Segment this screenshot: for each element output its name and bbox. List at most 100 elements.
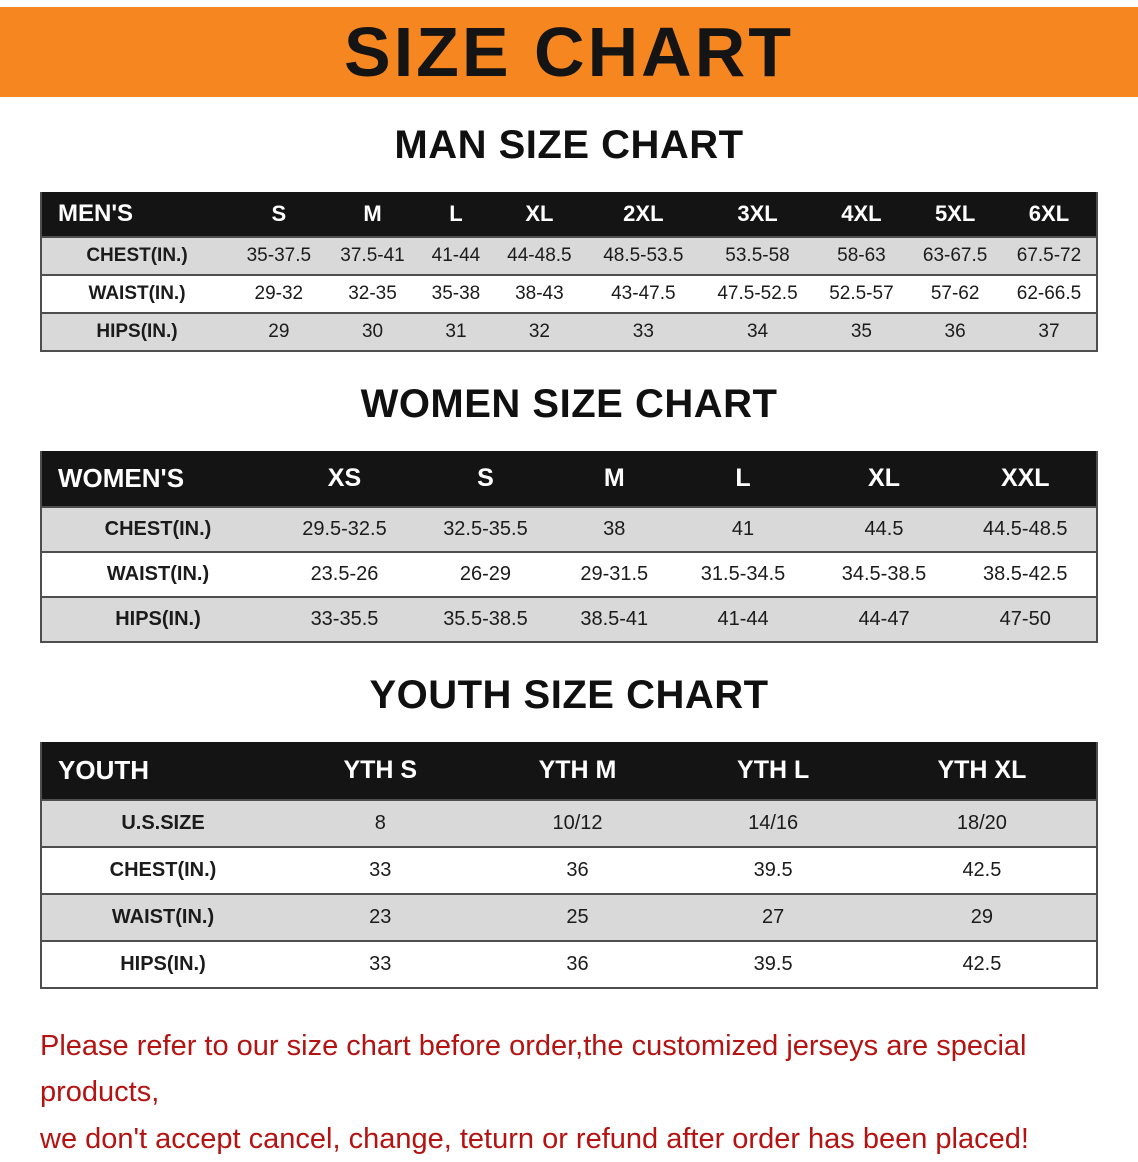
row-label-cell: HIPS(IN.) — [41, 313, 232, 351]
measurement-value-cell: 36 — [476, 847, 679, 894]
measurement-value-cell: 25 — [476, 894, 679, 941]
measurement-value-cell: 62-66.5 — [1001, 275, 1097, 313]
measurement-value-cell: 38 — [555, 507, 673, 552]
size-column-header: XS — [274, 451, 415, 507]
measurement-value-cell: 35-38 — [419, 275, 493, 313]
measurement-value-cell: 47.5-52.5 — [700, 275, 815, 313]
measurement-value-cell: 35.5-38.5 — [414, 597, 556, 642]
women-size-table: WOMEN'S XS S M L XL XXL CHEST(IN.) 29.5-32.5 32.5… — [40, 451, 1098, 643]
measurement-value-cell: 26-29 — [414, 552, 556, 597]
youth-size-section: YOUTH SIZE CHART YOUTH YTH S YTH M YTH L YTH… — [0, 673, 1138, 989]
measurement-value-cell: 14/16 — [678, 800, 868, 847]
row-label-cell: HIPS(IN.) — [41, 941, 284, 988]
measurement-value-cell: 44-47 — [813, 597, 955, 642]
size-column-header: M — [555, 451, 673, 507]
measurement-value-cell: 41 — [672, 507, 814, 552]
measurement-value-cell: 31 — [419, 313, 493, 351]
measurement-value-cell: 33 — [586, 313, 701, 351]
measurement-value-cell: 44.5 — [813, 507, 955, 552]
table-title-cell: YOUTH — [41, 742, 284, 800]
measurement-value-cell: 63-67.5 — [908, 237, 1002, 275]
table-title-cell: WOMEN'S — [41, 451, 274, 507]
row-label-cell: CHEST(IN.) — [41, 237, 232, 275]
measurement-row: CHEST(IN.) 29.5-32.5 32.5-35.5 38 41 44.5 44.5… — [41, 507, 1097, 552]
size-column-header: YTH M — [476, 742, 679, 800]
men-size-section: MAN SIZE CHART MEN'S S M L XL 2XL 3XL 4XL 5XL 6XL… — [0, 123, 1138, 352]
measurement-value-cell: 32 — [492, 313, 587, 351]
measurement-value-cell: 27 — [678, 894, 868, 941]
measurement-row: WAIST(IN.) 29-32 32-35 35-38 38-43 43-47.5 47.… — [41, 275, 1097, 313]
measurement-value-cell: 8 — [284, 800, 477, 847]
measurement-value-cell: 32.5-35.5 — [414, 507, 556, 552]
size-column-header: XXL — [954, 451, 1097, 507]
measurement-value-cell: 44-48.5 — [492, 237, 587, 275]
size-column-header: L — [672, 451, 814, 507]
row-label-cell: WAIST(IN.) — [41, 552, 274, 597]
size-column-header: YTH S — [284, 742, 477, 800]
measurement-value-cell: 33 — [284, 941, 477, 988]
measurement-value-cell: 36 — [476, 941, 679, 988]
women-section-heading: WOMEN SIZE CHART — [360, 382, 778, 426]
disclaimer-line-2: we don't accept cancel, change, teturn o… — [40, 1122, 1029, 1155]
measurement-value-cell: 53.5-58 — [700, 237, 815, 275]
row-label-cell: WAIST(IN.) — [41, 894, 284, 941]
measurement-value-cell: 35 — [814, 313, 909, 351]
measurement-row: WAIST(IN.) 23 25 27 29 — [41, 894, 1097, 941]
measurement-value-cell: 38.5-41 — [555, 597, 673, 642]
size-column-header: L — [419, 192, 493, 237]
women-size-section: WOMEN SIZE CHART WOMEN'S XS S M L XL XXL CHEST(… — [0, 382, 1138, 643]
size-column-header: 3XL — [700, 192, 815, 237]
table-title-cell: MEN'S — [41, 192, 232, 237]
table-header-row: WOMEN'S XS S M L XL XXL — [41, 451, 1097, 507]
youth-section-heading: YOUTH SIZE CHART — [369, 673, 769, 717]
disclaimer-line-1: Please refer to our size chart before or… — [40, 1030, 1027, 1109]
row-label-cell: CHEST(IN.) — [41, 847, 284, 894]
measurement-value-cell: 23 — [284, 894, 477, 941]
size-column-header: M — [325, 192, 420, 237]
size-column-header: 4XL — [814, 192, 909, 237]
size-chart-banner: SIZE CHART — [0, 7, 1138, 97]
youth-size-table: YOUTH YTH S YTH M YTH L YTH XL U.S.SIZE 8 10/12… — [40, 742, 1098, 989]
measurement-value-cell: 41-44 — [672, 597, 814, 642]
size-column-header: XL — [492, 192, 587, 237]
row-label-cell: U.S.SIZE — [41, 800, 284, 847]
disclaimer-note: Please refer to our size chart before or… — [40, 1023, 1110, 1162]
men-section-heading: MAN SIZE CHART — [394, 123, 744, 167]
size-column-header: S — [232, 192, 326, 237]
measurement-value-cell: 43-47.5 — [586, 275, 701, 313]
measurement-value-cell: 67.5-72 — [1001, 237, 1097, 275]
measurement-value-cell: 48.5-53.5 — [586, 237, 701, 275]
measurement-value-cell: 39.5 — [678, 941, 868, 988]
measurement-value-cell: 42.5 — [867, 847, 1097, 894]
size-column-header: 6XL — [1001, 192, 1097, 237]
measurement-value-cell: 23.5-26 — [274, 552, 415, 597]
banner-title: SIZE CHART — [344, 13, 794, 91]
measurement-value-cell: 39.5 — [678, 847, 868, 894]
measurement-value-cell: 44.5-48.5 — [954, 507, 1097, 552]
measurement-value-cell: 37.5-41 — [325, 237, 420, 275]
measurement-value-cell: 38.5-42.5 — [954, 552, 1097, 597]
row-label-cell: CHEST(IN.) — [41, 507, 274, 552]
measurement-value-cell: 36 — [908, 313, 1002, 351]
size-column-header: 2XL — [586, 192, 701, 237]
measurement-value-cell: 29-31.5 — [555, 552, 673, 597]
size-column-header: XL — [813, 451, 955, 507]
measurement-value-cell: 34 — [700, 313, 815, 351]
measurement-value-cell: 29.5-32.5 — [274, 507, 415, 552]
measurement-value-cell: 57-62 — [908, 275, 1002, 313]
measurement-value-cell: 38-43 — [492, 275, 587, 313]
measurement-value-cell: 37 — [1001, 313, 1097, 351]
row-label-cell: WAIST(IN.) — [41, 275, 232, 313]
size-column-header: YTH L — [678, 742, 868, 800]
measurement-value-cell: 58-63 — [814, 237, 909, 275]
measurement-value-cell: 10/12 — [476, 800, 679, 847]
measurement-value-cell: 52.5-57 — [814, 275, 909, 313]
measurement-value-cell: 31.5-34.5 — [672, 552, 814, 597]
measurement-row: CHEST(IN.) 33 36 39.5 42.5 — [41, 847, 1097, 894]
row-label-cell: HIPS(IN.) — [41, 597, 274, 642]
measurement-value-cell: 18/20 — [867, 800, 1097, 847]
measurement-value-cell: 34.5-38.5 — [813, 552, 955, 597]
table-header-row: MEN'S S M L XL 2XL 3XL 4XL 5XL 6XL — [41, 192, 1097, 237]
measurement-row: U.S.SIZE 8 10/12 14/16 18/20 — [41, 800, 1097, 847]
